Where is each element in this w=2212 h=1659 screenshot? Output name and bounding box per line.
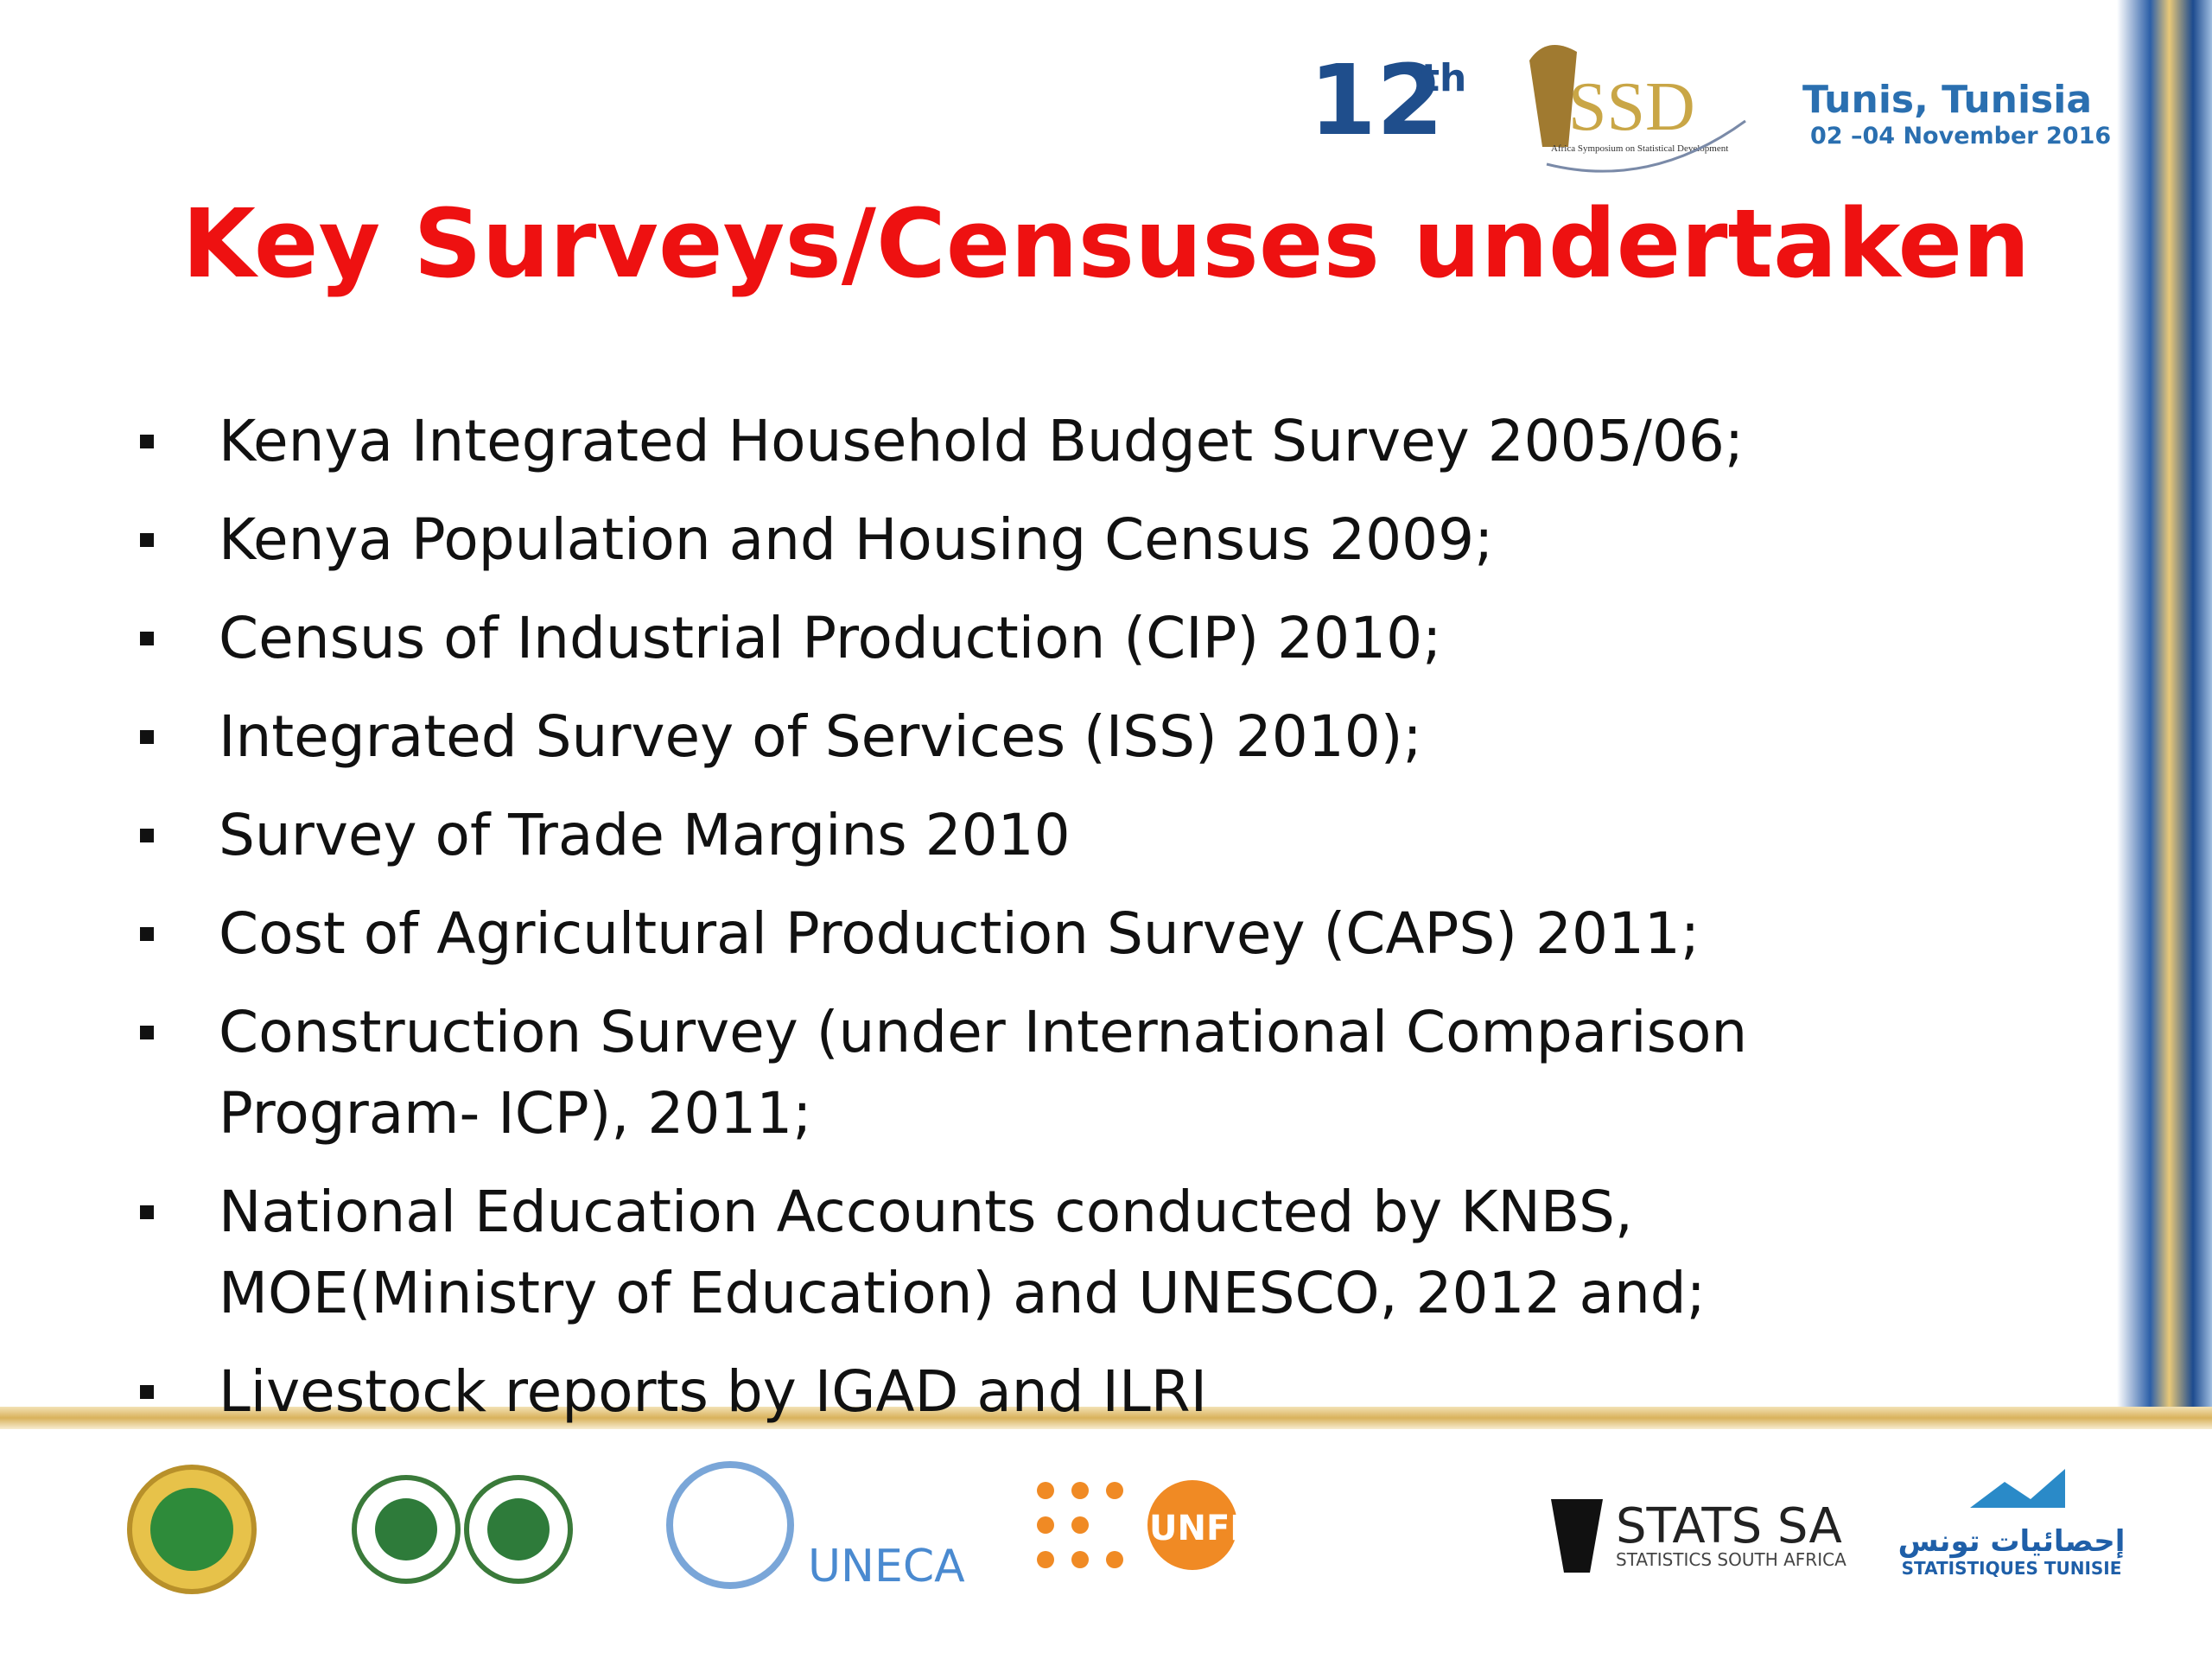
- bullet-text: Integrated Survey of Services (ISS) 2010…: [219, 703, 1422, 770]
- bullet-marker: [140, 829, 154, 842]
- logo-swoosh: [1546, 119, 1746, 173]
- bullet-marker: [140, 435, 154, 448]
- tunisia-mark: [1970, 1469, 2065, 1508]
- bullet-text: MOE(Ministry of Education) and UNESCO, 2…: [219, 1260, 1706, 1326]
- edition: 12: [1309, 45, 1444, 157]
- bullet-marker: [140, 1205, 154, 1219]
- bullet-text: Cost of Agricultural Production Survey (…: [219, 900, 1700, 967]
- bullet-text: Livestock reports by IGAD and ILRI: [219, 1358, 1207, 1425]
- bullet-text: Program- ICP), 2011;: [219, 1080, 812, 1147]
- bullet-marker: [140, 730, 154, 744]
- gold-band: [0, 1407, 2212, 1429]
- bullet-marker: [140, 533, 154, 547]
- unfpa-circle: [1147, 1480, 1237, 1570]
- statssa-drum: [1551, 1499, 1603, 1573]
- logo-drum: [1529, 45, 1577, 147]
- uneca-text: UNECA: [808, 1541, 965, 1592]
- au-logo-center: [150, 1488, 233, 1571]
- unfpa-dots: [1037, 1482, 1123, 1568]
- afdb-map: [375, 1498, 437, 1560]
- logo-text: SSD: [1568, 69, 1695, 145]
- tunisia-fr: STATISTIQUES TUNISIE: [1902, 1558, 2122, 1579]
- slide-title: Key Surveys/Censuses undertaken: [182, 188, 2031, 299]
- side-decoration: [2117, 0, 2212, 1417]
- bullet-marker: [140, 1026, 154, 1039]
- bullet-text: Kenya Population and Housing Census 2009…: [219, 506, 1493, 573]
- bullet-text: Construction Survey (under International…: [219, 999, 1747, 1065]
- statssa-sub: STATISTICS SOUTH AFRICA: [1616, 1549, 1847, 1570]
- bullet-text: Census of Industrial Production (CIP) 20…: [219, 605, 1441, 671]
- city: Tunis, Tunisia: [1802, 78, 2092, 122]
- statssa-text: STATS SA: [1616, 1498, 1842, 1554]
- logo-caption: Africa Symposium on Statistical Developm…: [1551, 143, 1728, 154]
- bullet-text: Kenya Integrated Household Budget Survey…: [219, 408, 1744, 474]
- edition-suffix: th: [1421, 56, 1466, 100]
- tunisia-ar: إحصائيات تونس: [1898, 1524, 2126, 1559]
- bullet-marker: [140, 927, 154, 941]
- unfpa-text: UNFPA: [1149, 1509, 1279, 1548]
- bullet-marker: [140, 1385, 154, 1399]
- afdb-map-2: [487, 1498, 550, 1560]
- bullet-text: National Education Accounts conducted by…: [219, 1179, 1633, 1245]
- bullet-marker: [140, 632, 154, 645]
- un-emblem: [666, 1461, 794, 1589]
- bullet-text: Survey of Trade Margins 2010: [219, 802, 1071, 868]
- bullet-list: Kenya Integrated Household Budget Survey…: [140, 408, 1747, 1425]
- footer-logos: UNECA UNFPA STATS SA STATISTICS SOUTH AF…: [127, 1461, 2126, 1594]
- dates: 02 –04 November 2016: [1810, 123, 2111, 149]
